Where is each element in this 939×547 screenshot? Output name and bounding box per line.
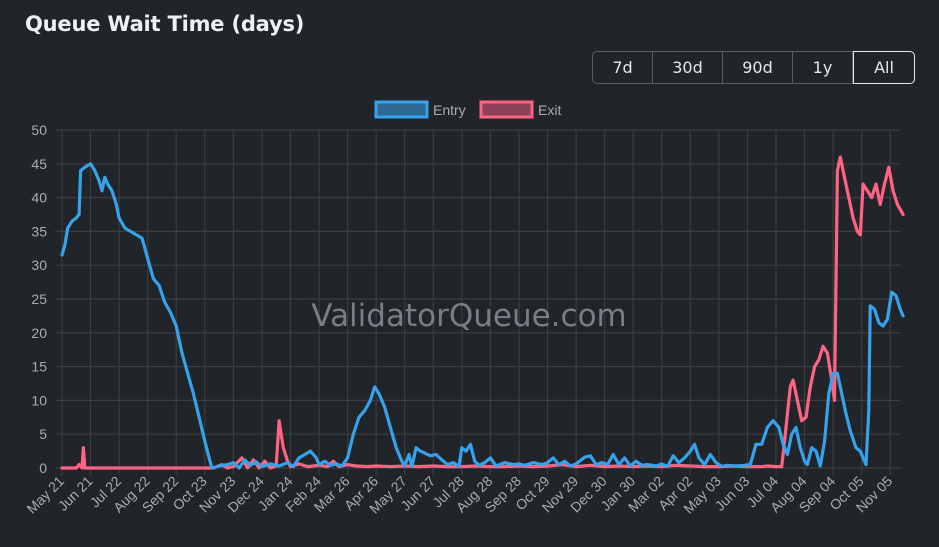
range-button-30d[interactable]: 30d: [653, 52, 723, 83]
y-tick-label: 45: [31, 156, 47, 172]
y-tick-label: 50: [31, 122, 47, 138]
legend: Entry Exit: [374, 100, 561, 119]
range-button-7d[interactable]: 7d: [593, 52, 653, 83]
range-button-all[interactable]: All: [853, 51, 915, 84]
y-tick-label: 35: [31, 223, 47, 239]
y-axis-ticks: 0 5 10 15 20 25 30 35 40 45 50: [31, 122, 47, 476]
y-tick-label: 5: [39, 426, 47, 442]
y-tick-label: 20: [31, 325, 47, 341]
entry-swatch-icon: [374, 100, 429, 119]
legend-label-exit: Exit: [538, 102, 561, 118]
series-line-exit: [60, 155, 905, 470]
legend-label-entry: Entry: [433, 102, 466, 118]
exit-swatch-icon: [479, 100, 534, 119]
page-title: Queue Wait Time (days): [25, 12, 305, 36]
y-tick-label: 10: [31, 392, 47, 408]
time-range-selector: 7d 30d 90d 1y All: [592, 51, 915, 84]
watermark: ValidatorQueue.com: [311, 298, 626, 334]
y-tick-label: 15: [31, 359, 47, 375]
range-button-90d[interactable]: 90d: [723, 52, 793, 83]
y-tick-label: 0: [39, 460, 47, 476]
y-tick-label: 25: [31, 291, 47, 307]
y-tick-label: 30: [31, 257, 47, 273]
series-line-entry: [60, 162, 905, 470]
range-button-1y[interactable]: 1y: [793, 52, 853, 83]
chart-series: [60, 155, 905, 470]
y-tick-label: 40: [31, 190, 47, 206]
legend-item-exit[interactable]: Exit: [479, 100, 561, 119]
x-tick-label: May 21: [23, 473, 67, 517]
legend-item-entry[interactable]: Entry: [374, 100, 466, 119]
